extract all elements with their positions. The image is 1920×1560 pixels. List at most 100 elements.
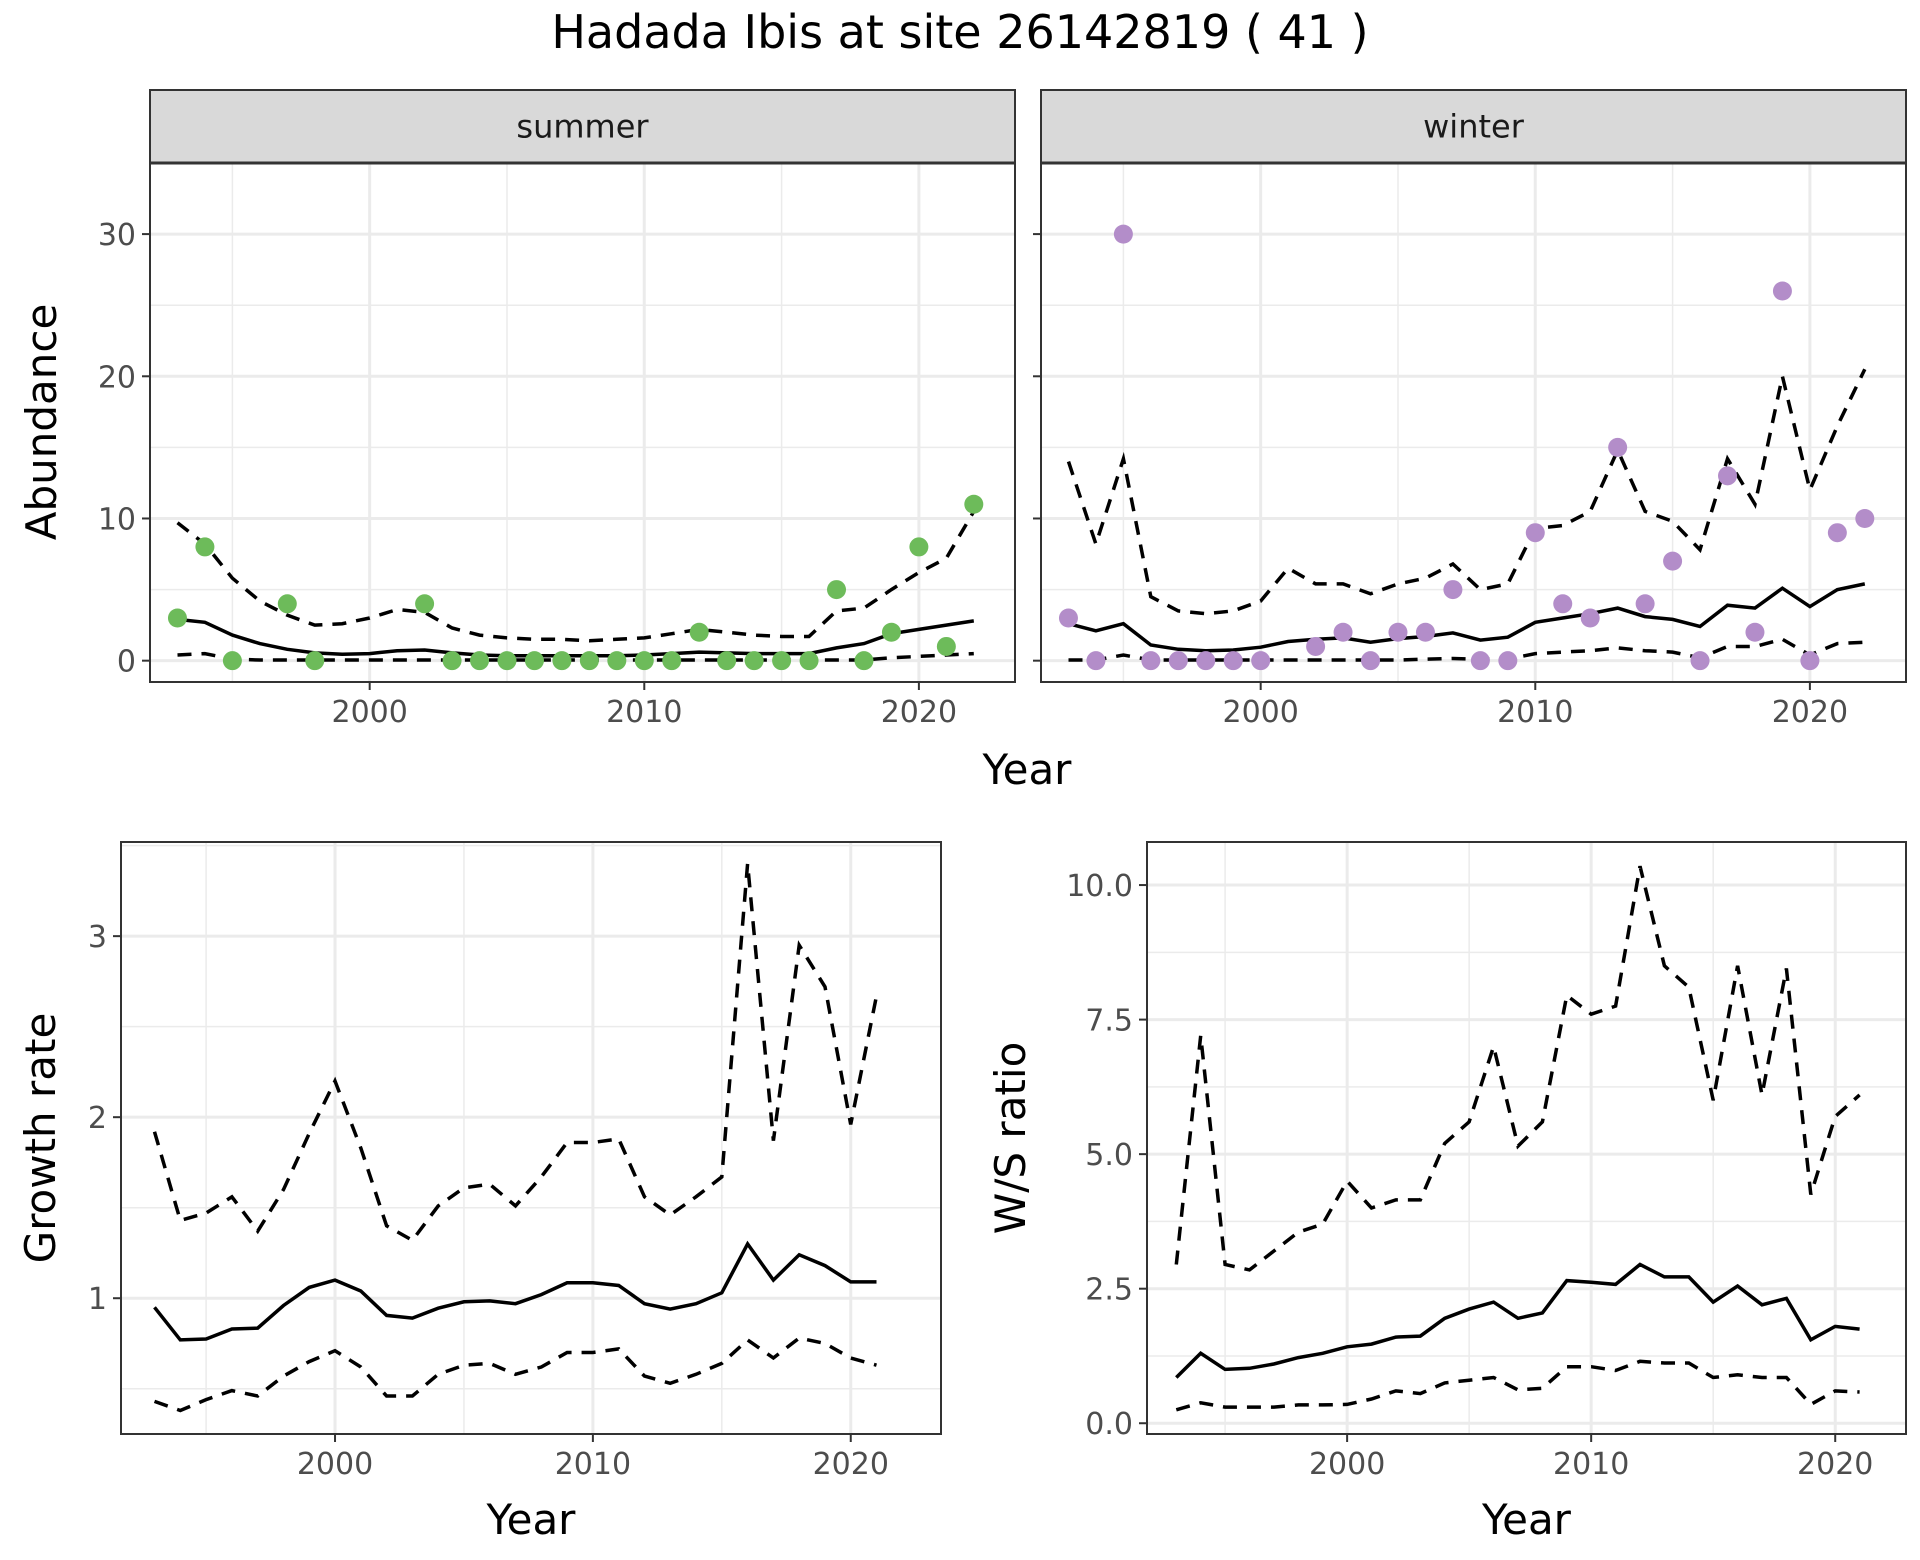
- growth-rate-y-tick-label: 1: [88, 1282, 107, 1317]
- growth-rate-plot-area: [121, 842, 941, 1434]
- ws-ratio-series-upper: [1174, 865, 1861, 1272]
- abundance-summer-x-tick-label: 2010: [606, 695, 682, 730]
- abundance-winter-point: [1113, 224, 1133, 244]
- abundance-winter-point: [1086, 651, 1106, 671]
- abundance-winter-strip-label: winter: [1423, 108, 1525, 146]
- abundance-summer-point: [799, 651, 819, 671]
- abundance-winter-point: [1663, 551, 1683, 571]
- abundance-summer-point: [717, 651, 737, 671]
- abundance-summer-point: [964, 494, 984, 514]
- abundance-winter-point: [1718, 466, 1738, 486]
- ws-ratio-panel-border: [1146, 841, 1907, 1435]
- abundance-winter-x-tick-label: 2000: [1223, 695, 1299, 730]
- abundance-winter-point: [1855, 508, 1875, 528]
- abundance-summer-point: [772, 651, 792, 671]
- abundance-summer-point: [167, 608, 187, 628]
- growth-rate-panel-border: [120, 841, 942, 1435]
- abundance-summer-y-tick-label: 20: [98, 360, 136, 395]
- abundance-summer-strip-label: summer: [516, 108, 649, 146]
- ws-ratio-y-tick-label: 2.5: [1085, 1273, 1133, 1308]
- abundance-winter-point: [1141, 651, 1161, 671]
- ws-ratio-x-axis-title: Year: [1481, 1495, 1572, 1544]
- panel-ws-ratio: 2000 2010 2020 0.0 2.5 5.0 7.5 10.0 Year W/S rati…: [986, 841, 1907, 1544]
- abundance-summer-point: [195, 537, 215, 557]
- abundance-summer-point: [881, 622, 901, 642]
- abundance-summer-point: [415, 594, 435, 614]
- abundance-winter-point: [1745, 622, 1765, 642]
- abundance-winter-point: [1223, 651, 1243, 671]
- abundance-winter-point: [1443, 580, 1463, 600]
- growth-rate-series-lower: [153, 1336, 877, 1413]
- growth-rate-x-tick-label: 2020: [813, 1447, 889, 1482]
- abundance-winter-point: [1635, 594, 1655, 614]
- abundance-winter-point: [1361, 651, 1381, 671]
- growth-rate-x-tick-label: 2010: [555, 1447, 631, 1482]
- figure-title: Hadada Ibis at site 26142819 ( 41 ): [551, 5, 1368, 59]
- abundance-winter-point: [1800, 651, 1820, 671]
- abundance-winter-point: [1058, 608, 1078, 628]
- abundance-winter-point: [1772, 281, 1792, 301]
- abundance-winter-x-tick-label: 2020: [1772, 695, 1848, 730]
- growth-rate-x-axis-title: Year: [486, 1495, 577, 1544]
- abundance-summer-point: [744, 651, 764, 671]
- ws-ratio-y-tick-label: 5.0: [1085, 1138, 1133, 1173]
- abundance-winter-point: [1553, 594, 1573, 614]
- growth-rate-series-upper: [152, 863, 879, 1243]
- abundance-summer-point: [497, 651, 517, 671]
- abundance-summer-y-tick-label: 10: [98, 502, 136, 537]
- abundance-summer-point: [689, 622, 709, 642]
- growth-rate-series-mean: [153, 1240, 877, 1342]
- abundance-winter-strip: [1040, 89, 1907, 164]
- abundance-summer-x-tick-label: 2000: [332, 695, 408, 730]
- abundance-winter-point: [1827, 523, 1847, 543]
- ws-ratio-y-axis-title: W/S ratio: [986, 1042, 1035, 1235]
- abundance-summer-point: [222, 651, 242, 671]
- abundance-summer-point: [305, 651, 325, 671]
- growth-rate-y-tick-label: 3: [88, 920, 107, 955]
- abundance-winter-point: [1415, 622, 1435, 642]
- abundance-summer-point: [854, 651, 874, 671]
- abundance-winter-point: [1470, 651, 1490, 671]
- abundance-winter-point: [1388, 622, 1408, 642]
- abundance-summer-point: [936, 636, 956, 656]
- abundance-winter-point: [1498, 651, 1518, 671]
- abundance-winter-point: [1580, 608, 1600, 628]
- abundance-summer-point: [552, 651, 572, 671]
- abundance-summer-point: [909, 537, 929, 557]
- abundance-summer-series-mean: [177, 617, 975, 658]
- ws-ratio-x-tick-label: 2010: [1553, 1447, 1629, 1482]
- abundance-summer-point: [827, 580, 847, 600]
- abundance-winter-point: [1690, 651, 1710, 671]
- abundance-winter-series-upper: [1066, 368, 1867, 616]
- abundance-summer-y-tick-label: 30: [98, 218, 136, 253]
- panel-abundance-winter: winter 2000 2010 2020: [1033, 89, 1907, 730]
- abundance-summer-plot-area: [150, 163, 1015, 682]
- abundance-winter-point: [1196, 651, 1216, 671]
- abundance-winter-series-mean: [1068, 582, 1866, 653]
- abundance-summer-point: [662, 651, 682, 671]
- abundance-x-axis-title: Year: [982, 745, 1073, 794]
- abundance-summer-y-tick-label: 0: [117, 645, 136, 680]
- abundance-y-axis-title: Abundance: [17, 304, 66, 541]
- ws-ratio-series-mean: [1175, 1262, 1860, 1379]
- abundance-summer-strip: [149, 89, 1016, 164]
- abundance-winter-point: [1306, 636, 1326, 656]
- abundance-summer-point: [470, 651, 490, 671]
- abundance-winter-point: [1608, 437, 1628, 457]
- abundance-winter-x-tick-label: 2010: [1497, 695, 1573, 730]
- abundance-summer-point: [634, 651, 654, 671]
- abundance-summer-point: [607, 651, 627, 671]
- ws-ratio-x-tick-label: 2000: [1309, 1447, 1385, 1482]
- abundance-summer-point: [277, 594, 297, 614]
- abundance-summer-x-tick-label: 2020: [881, 695, 957, 730]
- growth-rate-x-tick-label: 2000: [297, 1447, 373, 1482]
- panel-abundance-summer: summer 2000 2010 2020 0 10 20 30: [98, 89, 1016, 730]
- growth-rate-y-axis-title: Growth rate: [16, 1013, 65, 1264]
- abundance-summer-series-upper: [176, 510, 976, 643]
- ws-ratio-y-tick-label: 10.0: [1066, 869, 1133, 904]
- abundance-winter-point: [1251, 651, 1271, 671]
- abundance-winter-point: [1525, 523, 1545, 543]
- abundance-winter-plot-area: [1041, 163, 1906, 682]
- abundance-summer-point: [442, 651, 462, 671]
